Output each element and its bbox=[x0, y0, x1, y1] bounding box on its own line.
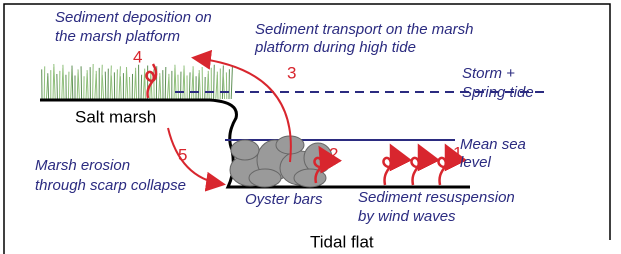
grass-blade bbox=[57, 74, 58, 99]
mean-sea-level-label: Mean sea bbox=[460, 136, 526, 153]
erosion-arrow bbox=[168, 128, 222, 184]
grass-blade bbox=[78, 69, 79, 99]
deposition-label: the marsh platform bbox=[55, 28, 180, 45]
grass-blade bbox=[231, 66, 232, 99]
deposition-label: Sediment deposition on bbox=[55, 9, 212, 26]
diagram: Sediment deposition on the marsh platfor… bbox=[0, 0, 621, 254]
grass-blade bbox=[214, 65, 215, 99]
grass-blade bbox=[44, 66, 45, 99]
grass-blade bbox=[208, 71, 209, 99]
grass-blade bbox=[199, 70, 200, 99]
storm-label: Spring tide bbox=[462, 84, 534, 101]
grass-blade bbox=[222, 65, 223, 99]
grass-blade bbox=[126, 67, 127, 99]
grass-blade bbox=[136, 68, 137, 99]
grass-blade bbox=[117, 69, 118, 99]
process-number: 2 bbox=[329, 144, 338, 163]
transport-label: Sediment transport on the marsh bbox=[255, 21, 473, 38]
grass-blade bbox=[54, 64, 55, 99]
grass-blade bbox=[130, 77, 131, 99]
grass-blade bbox=[160, 73, 161, 99]
process-number: 4 bbox=[133, 47, 142, 66]
mean-sea-level-label: level bbox=[460, 154, 492, 171]
erosion-label: Marsh erosion bbox=[35, 157, 130, 174]
process-number: 5 bbox=[178, 145, 187, 164]
grass-blade bbox=[68, 72, 69, 99]
storm-label: Storm + bbox=[462, 65, 515, 82]
grass-blade bbox=[111, 75, 112, 99]
grass-blade bbox=[169, 74, 170, 99]
erosion-label: through scarp collapse bbox=[35, 177, 186, 194]
grass-blade bbox=[189, 72, 190, 99]
salt-marsh-label: Salt marsh bbox=[75, 107, 156, 126]
grass-blade bbox=[102, 75, 103, 99]
resuspension-label: Sediment resuspension bbox=[358, 189, 515, 206]
grass-blade bbox=[48, 73, 49, 99]
grass-blade bbox=[165, 67, 166, 99]
grass-blade bbox=[184, 66, 185, 100]
process-number: 3 bbox=[287, 63, 296, 82]
grass-blade bbox=[223, 75, 224, 99]
grass-blade bbox=[101, 65, 102, 99]
process-number: 1 bbox=[453, 143, 462, 162]
marsh-grass bbox=[42, 64, 233, 99]
transport-label: platform during high tide bbox=[254, 39, 416, 56]
grass-blade bbox=[105, 72, 106, 99]
grass-blade bbox=[96, 71, 97, 99]
resuspension-label: by wind waves bbox=[358, 208, 456, 225]
grass-blade bbox=[193, 66, 194, 99]
oyster-bars-label: Oyster bars bbox=[245, 191, 323, 208]
grass-blade bbox=[93, 64, 94, 99]
grass-blade bbox=[217, 72, 218, 99]
grass-blade bbox=[145, 69, 146, 99]
grass-blade bbox=[81, 66, 82, 99]
grass-blade bbox=[141, 75, 142, 99]
grass-blade bbox=[63, 65, 64, 99]
grass-blade bbox=[72, 66, 73, 99]
grass-blade bbox=[87, 70, 88, 99]
grass-blade bbox=[175, 65, 176, 99]
tidal-flat-label: Tidal flat bbox=[310, 232, 374, 251]
grass-blade bbox=[120, 76, 121, 99]
